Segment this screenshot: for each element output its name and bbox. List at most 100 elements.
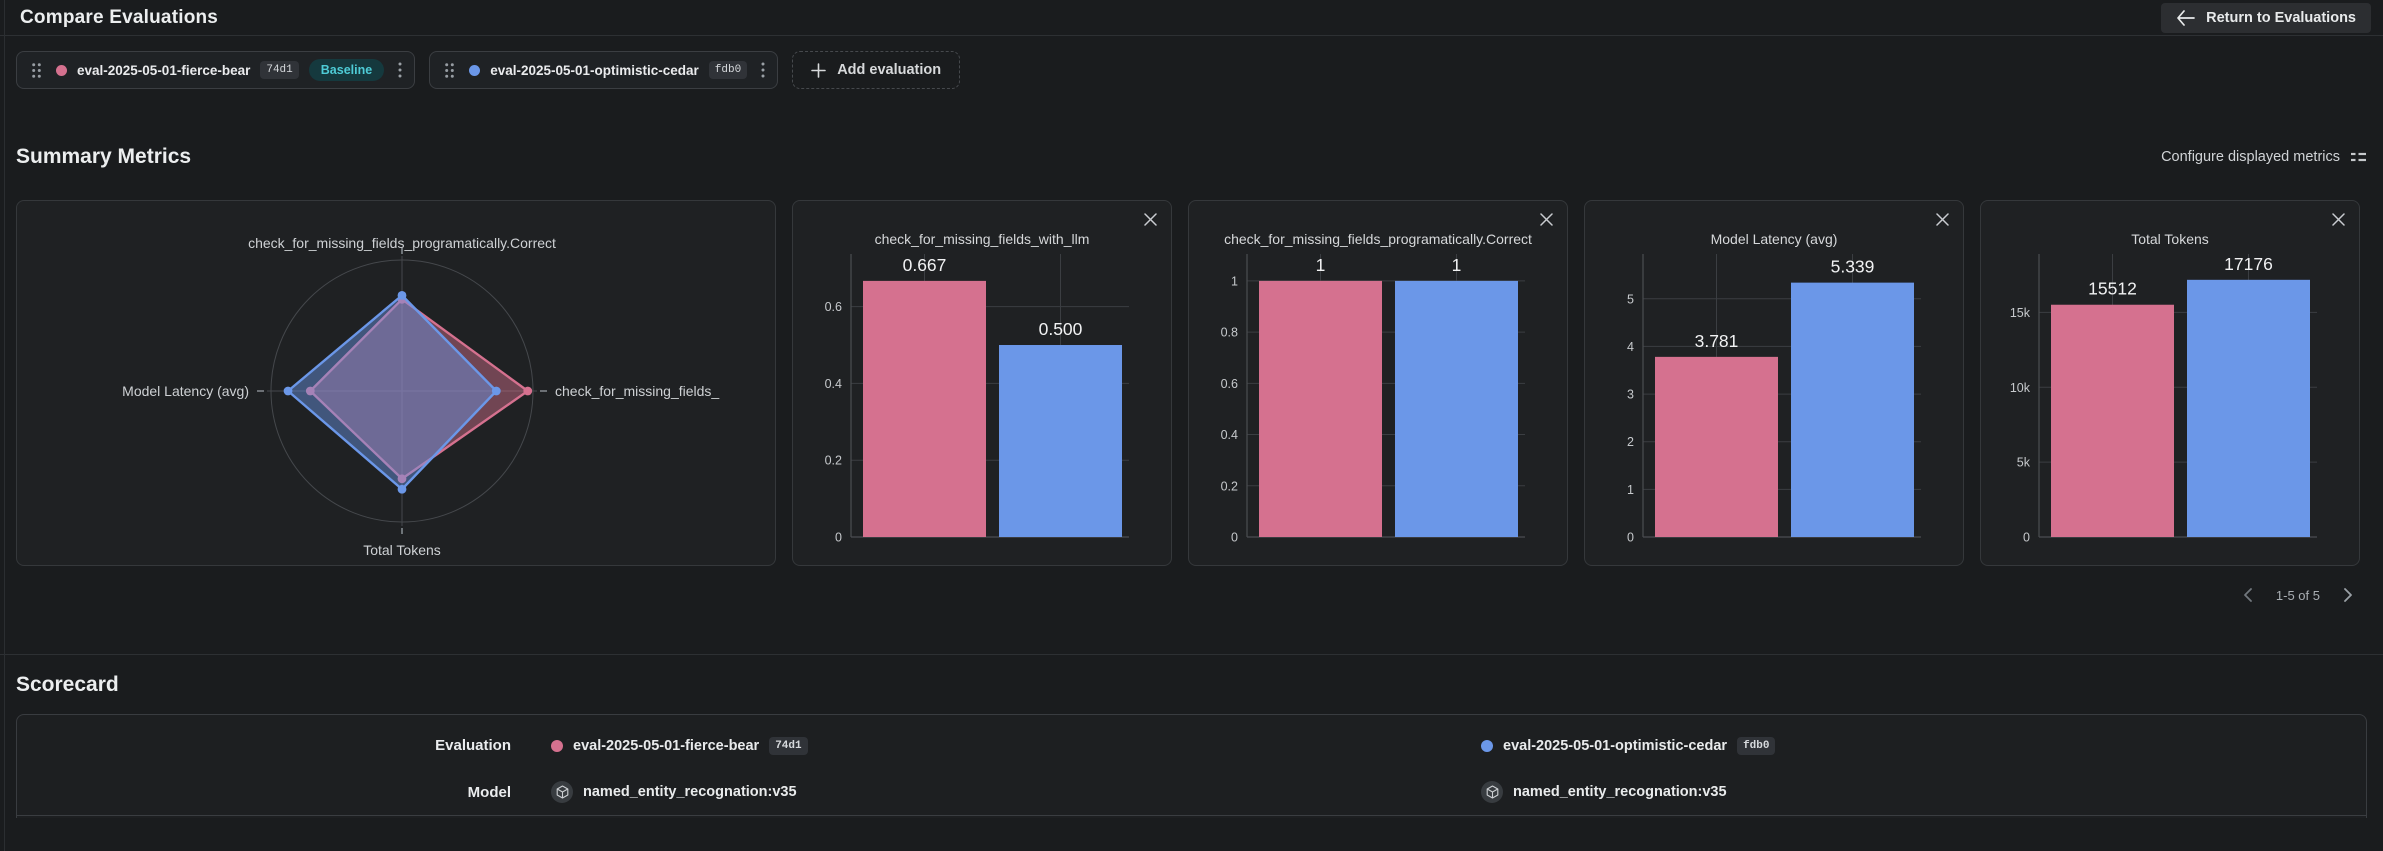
svg-text:0.6: 0.6: [825, 300, 842, 314]
plus-icon: [811, 62, 827, 78]
svg-text:0.2: 0.2: [825, 454, 842, 468]
svg-text:0: 0: [2023, 531, 2030, 545]
scorecard-evaluation-cell[interactable]: eval-2025-05-01-fierce-bear 74d1: [511, 736, 1441, 755]
metric-card: check_for_missing_fields_programatically…: [1188, 200, 1568, 566]
model-name: named_entity_recognation:v35: [583, 784, 797, 800]
svg-text:0.4: 0.4: [825, 377, 842, 391]
bar-0: [1655, 356, 1778, 537]
radar-chart: check_for_missing_fields_programatically…: [17, 201, 775, 565]
bar-1: [2187, 279, 2310, 537]
eval-color-dot: [469, 64, 481, 76]
kebab-menu-icon[interactable]: [757, 60, 769, 80]
metric-card-title: check_for_missing_fields_with_llm: [874, 231, 1090, 247]
return-to-evaluations-label: Return to Evaluations: [2206, 9, 2356, 26]
eval-name: eval-2025-05-01-fierce-bear: [77, 62, 251, 78]
return-to-evaluations-button[interactable]: Return to Evaluations: [2161, 2, 2371, 33]
evaluation-chips-row: eval-2025-05-01-fierce-bear 74d1 Baselin…: [16, 51, 2367, 89]
eval-id-badge: 74d1: [260, 61, 299, 79]
kebab-menu-icon[interactable]: [394, 60, 406, 80]
svg-text:10k: 10k: [2010, 381, 2031, 395]
configure-displayed-metrics-button[interactable]: Configure displayed metrics: [2161, 149, 2367, 165]
model-name: named_entity_recognation:v35: [1513, 784, 1727, 800]
svg-text:2: 2: [1627, 435, 1634, 449]
svg-text:3.781: 3.781: [1695, 331, 1739, 351]
bar-chart-svg: 0 0.2 0.4 0.6 0.8 1 1 1: [1221, 254, 1525, 545]
bar-0: [863, 280, 986, 537]
cards-pagination: 1-5 of 5: [26, 580, 2357, 610]
metric-card: Total Tokens 0 5k 10k 15k 15512 17176: [1980, 200, 2360, 566]
bar-1: [1395, 280, 1518, 537]
pagination-label: 1-5 of 5: [2275, 587, 2320, 603]
model-icon: [551, 781, 573, 803]
close-icon[interactable]: [1537, 210, 1556, 229]
add-evaluation-button[interactable]: Add evaluation: [792, 51, 961, 89]
svg-text:5.339: 5.339: [1831, 257, 1875, 277]
svg-text:1: 1: [1452, 255, 1462, 275]
scorecard-table: Evaluation eval-2025-05-01-fierce-bear 7…: [16, 714, 2367, 818]
eval-id-badge: 74d1: [769, 736, 808, 755]
close-icon[interactable]: [2329, 210, 2348, 229]
eval-color-dot: [551, 739, 563, 752]
prev-page-icon[interactable]: [2239, 584, 2256, 606]
svg-text:0: 0: [1231, 531, 1238, 545]
radar-chart-card: check_for_missing_fields_programatically…: [16, 200, 776, 566]
baseline-badge: Baseline: [308, 59, 385, 81]
drag-handle-icon[interactable]: [440, 60, 459, 81]
summary-metric-cards: check_for_missing_fields_programatically…: [16, 200, 2367, 566]
svg-text:0: 0: [835, 531, 842, 545]
scorecard-evaluation-cell[interactable]: eval-2025-05-01-optimistic-cedar fdb0: [1441, 736, 2366, 755]
scorecard-row-label: Model: [467, 783, 511, 801]
scorecard-header: Scorecard: [16, 669, 2367, 701]
evaluation-chip-comparison[interactable]: eval-2025-05-01-optimistic-cedar fdb0: [429, 51, 779, 89]
section-divider: [0, 654, 2383, 655]
svg-text:Total Tokens: Total Tokens: [363, 542, 441, 558]
metric-card: check_for_missing_fields_with_llm 0 0.2 0.4…: [792, 200, 1172, 566]
drag-handle-icon[interactable]: [27, 60, 46, 81]
svg-text:check_for_missing_fields_progr: check_for_missing_fields_programatically…: [248, 235, 556, 251]
metric-card-title: check_for_missing_fields_programatically…: [1224, 231, 1532, 247]
summary-metrics-title: Summary Metrics: [16, 145, 192, 168]
svg-text:0.4: 0.4: [1221, 428, 1238, 442]
back-arrow-icon: [2176, 9, 2195, 26]
svg-text:17176: 17176: [2224, 254, 2273, 274]
svg-text:0.2: 0.2: [1221, 479, 1238, 493]
summary-metrics-header: Summary Metrics Configure displayed metr…: [16, 141, 2367, 173]
bar-1: [999, 345, 1122, 537]
svg-text:4: 4: [1627, 340, 1634, 354]
eval-name: eval-2025-05-01-optimistic-cedar: [1503, 737, 1728, 754]
scorecard-title: Scorecard: [16, 673, 119, 696]
svg-text:15k: 15k: [2010, 306, 2031, 320]
svg-text:0.667: 0.667: [903, 255, 947, 275]
eval-name: eval-2025-05-01-fierce-bear: [573, 737, 760, 754]
eval-id-badge: fdb0: [708, 61, 748, 79]
add-evaluation-label: Add evaluation: [837, 62, 942, 78]
svg-text:0.6: 0.6: [1221, 377, 1238, 391]
eval-color-dot: [56, 64, 67, 76]
bar-chart-svg: 0 1 2 3 4 5 3.781 5.339: [1627, 254, 1921, 545]
svg-text:5k: 5k: [2017, 456, 2031, 470]
eval-name: eval-2025-05-01-optimistic-cedar: [490, 62, 699, 78]
evaluation-chip-baseline[interactable]: eval-2025-05-01-fierce-bear 74d1 Baselin…: [16, 51, 416, 89]
configure-metrics-label: Configure displayed metrics: [2161, 149, 2340, 165]
metric-card: Model Latency (avg) 0 1 2 3 4 5 3.781 5.339: [1584, 200, 1964, 566]
scorecard-row-model: Model named_entity_recognation:v35 named…: [17, 769, 2366, 816]
scorecard-row-evaluation: Evaluation eval-2025-05-01-fierce-bear 7…: [17, 722, 2366, 769]
bar-1: [1791, 282, 1914, 537]
svg-text:5: 5: [1627, 292, 1634, 306]
svg-text:1: 1: [1627, 483, 1634, 497]
eval-id-badge: fdb0: [1737, 736, 1776, 755]
svg-text:0.500: 0.500: [1039, 319, 1083, 339]
svg-text:3: 3: [1627, 388, 1634, 402]
top-header: Compare Evaluations Return to Evaluation…: [0, 0, 2383, 36]
scorecard-model-cell[interactable]: named_entity_recognation:v35: [511, 781, 1441, 803]
close-icon[interactable]: [1933, 210, 1952, 229]
next-page-icon[interactable]: [2340, 584, 2357, 606]
scorecard-model-cell[interactable]: named_entity_recognation:v35: [1441, 781, 2366, 803]
metric-card-title: Total Tokens: [2131, 231, 2209, 247]
metric-card-title: Model Latency (avg): [1710, 231, 1838, 247]
svg-text:1: 1: [1231, 274, 1238, 288]
svg-text:Model Latency (avg): Model Latency (avg): [122, 383, 249, 399]
page-title: Compare Evaluations: [20, 6, 219, 28]
close-icon[interactable]: [1141, 210, 1160, 229]
svg-text:1: 1: [1316, 255, 1326, 275]
